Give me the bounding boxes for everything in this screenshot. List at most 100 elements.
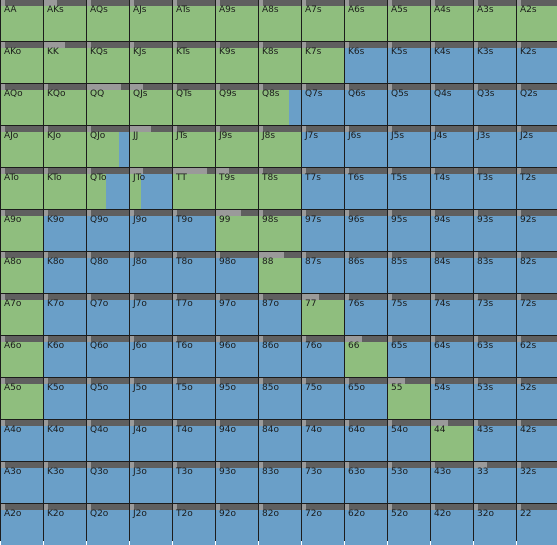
hand-cell-ajo[interactable]: AJo: [1, 126, 43, 167]
hand-cell-k6s[interactable]: K6s: [345, 42, 387, 83]
hand-cell-j6o[interactable]: J6o: [130, 336, 172, 377]
hand-cell-j8o[interactable]: J8o: [130, 252, 172, 293]
hand-cell-j2s[interactable]: J2s: [517, 126, 557, 167]
hand-cell-75s[interactable]: 75s: [388, 294, 430, 335]
hand-cell-94o[interactable]: 94o: [216, 420, 258, 461]
hand-cell-q7o[interactable]: Q7o: [87, 294, 129, 335]
hand-cell-q7s[interactable]: Q7s: [302, 84, 344, 125]
hand-cell-ato[interactable]: ATo: [1, 168, 43, 209]
hand-cell-q2o[interactable]: Q2o: [87, 504, 129, 545]
hand-cell-a4o[interactable]: A4o: [1, 420, 43, 461]
hand-cell-96o[interactable]: 96o: [216, 336, 258, 377]
hand-cell-98s[interactable]: 98s: [259, 210, 301, 251]
hand-cell-t6s[interactable]: T6s: [345, 168, 387, 209]
hand-cell-j3o[interactable]: J3o: [130, 462, 172, 503]
hand-cell-k2s[interactable]: K2s: [517, 42, 557, 83]
hand-cell-62s[interactable]: 62s: [517, 336, 557, 377]
hand-cell-k7s[interactable]: K7s: [302, 42, 344, 83]
hand-cell-k9s[interactable]: K9s: [216, 42, 258, 83]
hand-cell-74s[interactable]: 74s: [431, 294, 473, 335]
hand-cell-43o[interactable]: 43o: [431, 462, 473, 503]
hand-cell-t6o[interactable]: T6o: [173, 336, 215, 377]
hand-cell-83s[interactable]: 83s: [474, 252, 516, 293]
hand-cell-92s[interactable]: 92s: [517, 210, 557, 251]
hand-cell-65o[interactable]: 65o: [345, 378, 387, 419]
hand-cell-t5s[interactable]: T5s: [388, 168, 430, 209]
hand-cell-q8s[interactable]: Q8s: [259, 84, 301, 125]
hand-cell-ats[interactable]: ATs: [173, 0, 215, 41]
hand-cell-a2o[interactable]: A2o: [1, 504, 43, 545]
hand-cell-a3o[interactable]: A3o: [1, 462, 43, 503]
hand-cell-q3s[interactable]: Q3s: [474, 84, 516, 125]
hand-cell-j4s[interactable]: J4s: [431, 126, 473, 167]
hand-cell-a2s[interactable]: A2s: [517, 0, 557, 41]
hand-cell-j2o[interactable]: J2o: [130, 504, 172, 545]
hand-cell-k4s[interactable]: K4s: [431, 42, 473, 83]
hand-cell-k2o[interactable]: K2o: [44, 504, 86, 545]
hand-cell-q9s[interactable]: Q9s: [216, 84, 258, 125]
hand-cell-64s[interactable]: 64s: [431, 336, 473, 377]
hand-cell-a5s[interactable]: A5s: [388, 0, 430, 41]
hand-cell-qts[interactable]: QTs: [173, 84, 215, 125]
hand-cell-76s[interactable]: 76s: [345, 294, 387, 335]
hand-cell-qto[interactable]: QTo: [87, 168, 129, 209]
hand-cell-qjo[interactable]: QJo: [87, 126, 129, 167]
hand-cell-t7o[interactable]: T7o: [173, 294, 215, 335]
hand-cell-kqs[interactable]: KQs: [87, 42, 129, 83]
hand-cell-a5o[interactable]: A5o: [1, 378, 43, 419]
hand-cell-t2o[interactable]: T2o: [173, 504, 215, 545]
hand-cell-92o[interactable]: 92o: [216, 504, 258, 545]
hand-cell-t5o[interactable]: T5o: [173, 378, 215, 419]
hand-cell-a6o[interactable]: A6o: [1, 336, 43, 377]
hand-cell-98o[interactable]: 98o: [216, 252, 258, 293]
hand-cell-kjo[interactable]: KJo: [44, 126, 86, 167]
hand-cell-42s[interactable]: 42s: [517, 420, 557, 461]
hand-cell-82o[interactable]: 82o: [259, 504, 301, 545]
hand-cell-a6s[interactable]: A6s: [345, 0, 387, 41]
hand-cell-22[interactable]: 22: [517, 504, 557, 545]
hand-cell-qjs[interactable]: QJs: [130, 84, 172, 125]
hand-cell-jj[interactable]: JJ: [130, 126, 172, 167]
hand-cell-a8s[interactable]: A8s: [259, 0, 301, 41]
hand-cell-97o[interactable]: 97o: [216, 294, 258, 335]
hand-cell-73o[interactable]: 73o: [302, 462, 344, 503]
hand-cell-q5s[interactable]: Q5s: [388, 84, 430, 125]
hand-cell-ako[interactable]: AKo: [1, 42, 43, 83]
hand-cell-a4s[interactable]: A4s: [431, 0, 473, 41]
hand-cell-kqo[interactable]: KQo: [44, 84, 86, 125]
hand-cell-87s[interactable]: 87s: [302, 252, 344, 293]
hand-cell-q6s[interactable]: Q6s: [345, 84, 387, 125]
hand-cell-t8o[interactable]: T8o: [173, 252, 215, 293]
hand-cell-k9o[interactable]: K9o: [44, 210, 86, 251]
hand-cell-99[interactable]: 99: [216, 210, 258, 251]
hand-cell-93s[interactable]: 93s: [474, 210, 516, 251]
hand-cell-k8s[interactable]: K8s: [259, 42, 301, 83]
hand-cell-k8o[interactable]: K8o: [44, 252, 86, 293]
hand-cell-86o[interactable]: 86o: [259, 336, 301, 377]
hand-cell-t3o[interactable]: T3o: [173, 462, 215, 503]
hand-cell-43s[interactable]: 43s: [474, 420, 516, 461]
hand-cell-t4s[interactable]: T4s: [431, 168, 473, 209]
hand-cell-32o[interactable]: 32o: [474, 504, 516, 545]
hand-cell-54s[interactable]: 54s: [431, 378, 473, 419]
hand-cell-64o[interactable]: 64o: [345, 420, 387, 461]
hand-cell-q3o[interactable]: Q3o: [87, 462, 129, 503]
hand-cell-k4o[interactable]: K4o: [44, 420, 86, 461]
hand-cell-j5s[interactable]: J5s: [388, 126, 430, 167]
hand-cell-q8o[interactable]: Q8o: [87, 252, 129, 293]
hand-cell-66[interactable]: 66: [345, 336, 387, 377]
hand-cell-96s[interactable]: 96s: [345, 210, 387, 251]
hand-cell-k6o[interactable]: K6o: [44, 336, 86, 377]
hand-cell-83o[interactable]: 83o: [259, 462, 301, 503]
hand-cell-86s[interactable]: 86s: [345, 252, 387, 293]
hand-cell-a9s[interactable]: A9s: [216, 0, 258, 41]
hand-cell-q4o[interactable]: Q4o: [87, 420, 129, 461]
hand-cell-k3o[interactable]: K3o: [44, 462, 86, 503]
hand-cell-a3s[interactable]: A3s: [474, 0, 516, 41]
hand-cell-ajs[interactable]: AJs: [130, 0, 172, 41]
hand-cell-84s[interactable]: 84s: [431, 252, 473, 293]
hand-cell-aa[interactable]: AA: [1, 0, 43, 41]
hand-cell-j9o[interactable]: J9o: [130, 210, 172, 251]
hand-cell-72s[interactable]: 72s: [517, 294, 557, 335]
hand-cell-63s[interactable]: 63s: [474, 336, 516, 377]
